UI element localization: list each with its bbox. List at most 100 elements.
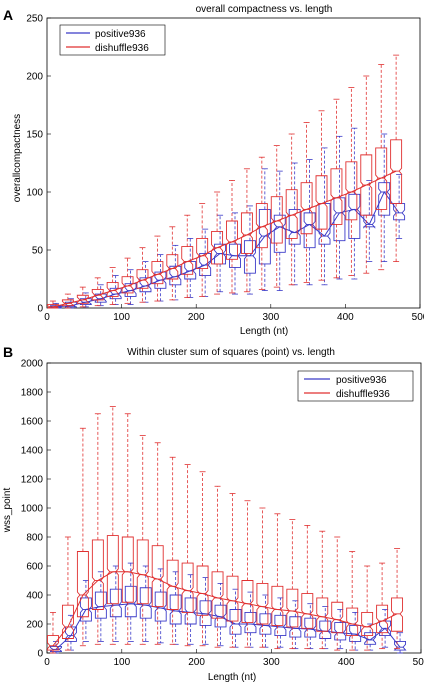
chart-a-xtick-label: 300 (262, 312, 279, 323)
chart-a-box (139, 277, 152, 293)
chart-a-box (214, 243, 227, 265)
chart-b-xlabel: Length (nt) (208, 672, 256, 683)
chart-b-box (304, 617, 317, 638)
legend-b-dishuffle: dishuffle936 (336, 389, 390, 400)
chart-a-box (330, 168, 343, 225)
chart-b-median-line (55, 603, 401, 650)
chart-b-ytick-label: 800 (26, 533, 43, 544)
chart-b-box (47, 635, 59, 651)
chart-a-box (303, 212, 316, 249)
chart-a-box (154, 271, 167, 289)
chart-a-box (345, 161, 358, 221)
chart-a-box (243, 240, 256, 274)
chart-a-ytick-label: 100 (26, 188, 43, 199)
chart-b-ytick-label: 2000 (21, 359, 44, 370)
chart-b-box (136, 539, 149, 605)
chart-b-box (349, 625, 362, 642)
chart-a-box (360, 154, 373, 216)
chart-b-box (241, 580, 254, 623)
chart-a-box (196, 237, 209, 270)
chart-a-median-line (52, 170, 397, 308)
chart-b-plot: 0 100 200 300 400 500 0 200 400 600 800 1000 1200 140… (21, 359, 424, 669)
chart-a-box (333, 197, 346, 242)
chart-a-box (76, 294, 89, 304)
chart-a-box (348, 193, 361, 239)
chart-b-xtick-label: 400 (338, 657, 355, 668)
chart-a-xlabel: Length (nt) (240, 326, 288, 337)
chart-a-ylabel: overallcompactness (12, 114, 23, 202)
chart-b-box (301, 593, 314, 629)
chart-b-box (319, 620, 332, 639)
chart-b-box (199, 600, 212, 626)
chart-a-box (199, 253, 212, 276)
chart-a-ytick-label: 0 (37, 304, 43, 315)
chart-a-box (375, 147, 388, 210)
chart-b-ytick-label: 200 (26, 620, 43, 631)
chart-a-box (285, 189, 298, 239)
chart-b-box (61, 604, 74, 639)
chart-a-box (258, 208, 271, 265)
chart-a-box (270, 196, 283, 244)
chart-a-ytick-label: 50 (32, 246, 44, 257)
chart-b-box (91, 539, 104, 610)
chart-a-box (184, 261, 197, 280)
chart-a-xtick-label: 200 (188, 312, 205, 323)
chart-a-box (211, 230, 224, 265)
chart-b-series-dishuffle936 (47, 406, 404, 654)
chart-a-xtick-label: 500 (412, 312, 424, 323)
panel-a-label: A (3, 7, 13, 23)
chart-a-box (109, 287, 122, 300)
chart-a-box (378, 182, 391, 216)
chart-a-box (47, 304, 59, 309)
chart-b-title: Within cluster sum of squares (point) vs… (127, 347, 335, 358)
chart-b-box (286, 588, 299, 628)
chart-a-box (393, 203, 406, 221)
chart-a-legend: positive936 dishuffle936 (59, 24, 166, 56)
chart-a-median-line (55, 191, 400, 308)
panel-b-label: B (3, 344, 13, 360)
chart-a-box (390, 139, 403, 205)
chart-a-box (151, 261, 164, 285)
chart-b-ytick-label: 1000 (21, 504, 44, 515)
chart-b-ytick-label: 600 (26, 562, 43, 573)
chart-b-xtick-label: 0 (44, 657, 50, 668)
chart-b-xtick-label: 300 (263, 657, 280, 668)
chart-b-box (393, 640, 407, 651)
chart-a-box (124, 283, 137, 297)
chart-b-box (226, 575, 239, 622)
chart-b-box (256, 582, 269, 625)
chart-b-xtick-label: 100 (113, 657, 130, 668)
chart-b-box (139, 587, 152, 619)
chart-b-xtick-label: 500 (413, 657, 424, 668)
chart-a-ytick-label: 150 (26, 130, 43, 141)
chart-b-box (106, 535, 119, 605)
chart-b-ylabel: wss_point (2, 488, 13, 534)
chart-b-ytick-label: 0 (37, 649, 43, 660)
chart-a-box (79, 298, 92, 305)
chart-b-median-line (52, 571, 398, 647)
chart-b-box (184, 597, 197, 625)
chart-b-box (271, 585, 284, 626)
chart-a-ytick-label: 250 (26, 14, 43, 25)
chart-b-box (94, 591, 107, 619)
chart-a-box (240, 212, 253, 254)
chart-a-box (315, 175, 328, 230)
chart-a-box (273, 214, 286, 253)
chart-a-box (136, 269, 149, 289)
chart-a-ytick-label: 200 (26, 72, 43, 83)
chart-a-box (318, 203, 331, 245)
chart-b-box (109, 588, 122, 618)
chart-b-xtick-label: 200 (188, 657, 205, 668)
chart-a-xtick-label: 100 (113, 312, 130, 323)
chart-a-box (61, 299, 74, 307)
chart-a-plot-frame (46, 17, 421, 309)
legend-a-positive: positive936 (95, 29, 146, 40)
chart-a-box (94, 293, 107, 303)
chart-b-ytick-label: 1800 (21, 388, 44, 399)
chart-b-box (391, 597, 404, 632)
chart-a-box (255, 203, 268, 249)
chart-a-box (91, 288, 104, 301)
chart-a-box (300, 182, 313, 235)
chart-a-box (106, 282, 119, 297)
